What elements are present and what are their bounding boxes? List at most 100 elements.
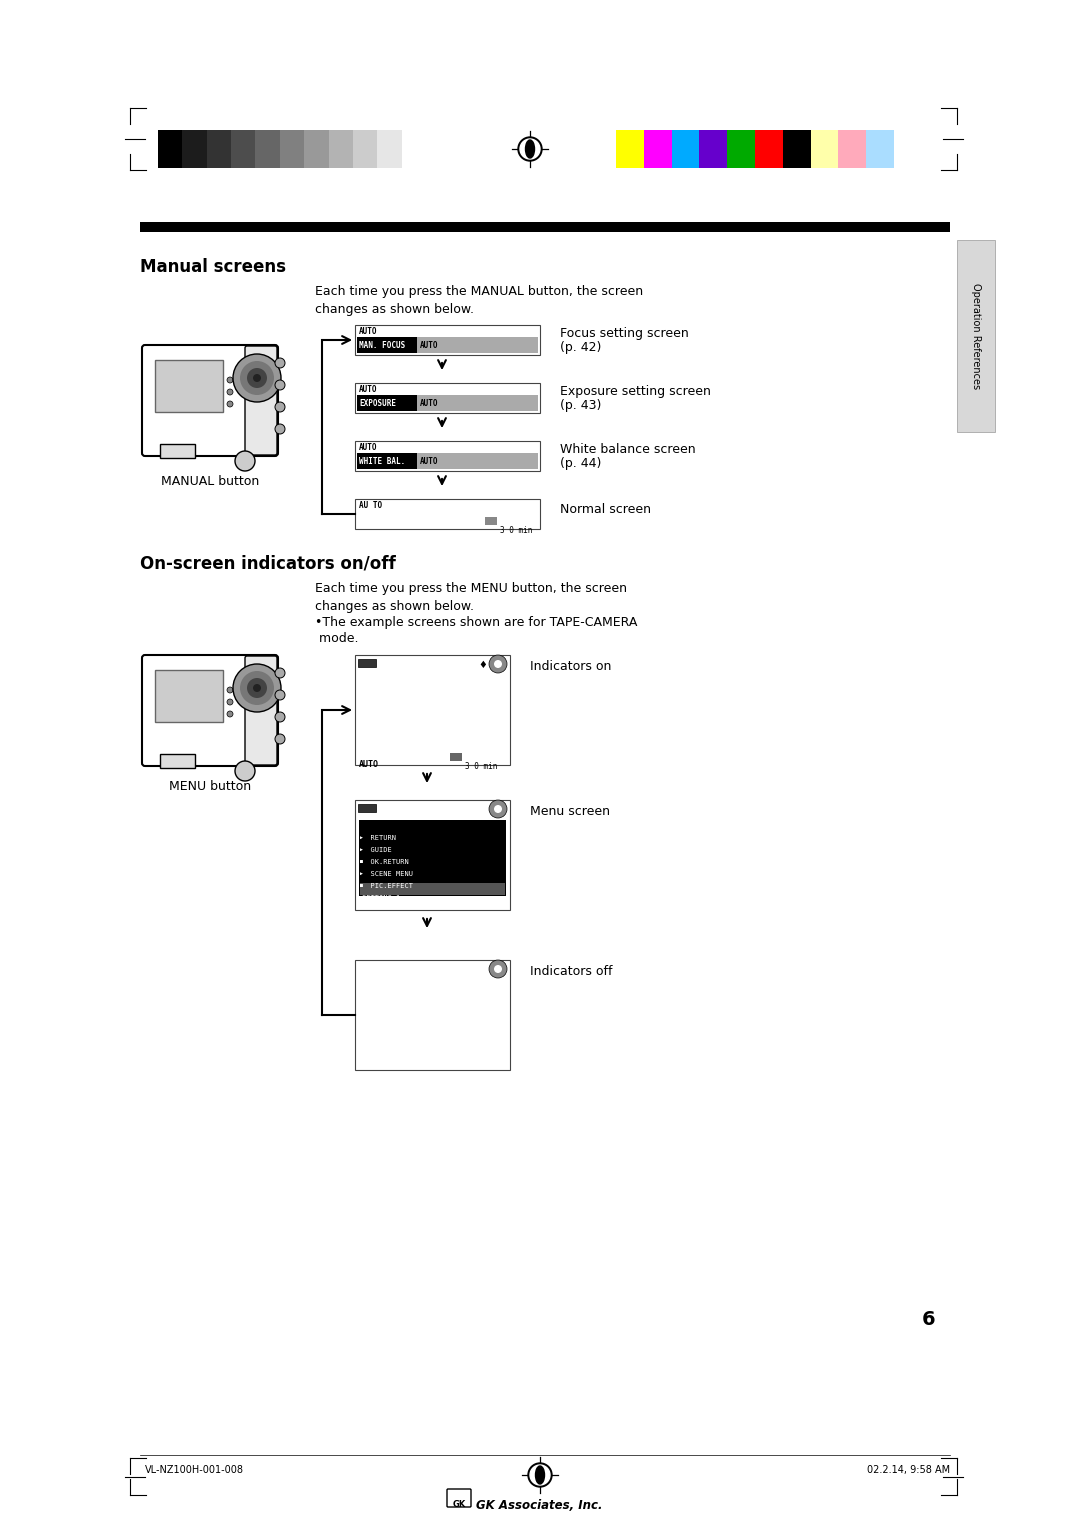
FancyBboxPatch shape <box>245 656 276 766</box>
Text: Manual screens: Manual screens <box>140 258 286 277</box>
Text: AUTO: AUTO <box>359 327 378 336</box>
FancyBboxPatch shape <box>141 656 278 766</box>
Bar <box>644 130 672 168</box>
FancyBboxPatch shape <box>447 1488 471 1507</box>
Bar <box>355 960 510 1070</box>
Circle shape <box>489 656 507 672</box>
Text: SCENE MENU: SCENE MENU <box>362 871 413 877</box>
Bar <box>360 883 505 895</box>
Bar <box>866 130 894 168</box>
Text: GK: GK <box>453 1500 465 1510</box>
Circle shape <box>227 377 233 384</box>
Circle shape <box>235 761 255 781</box>
Text: ▶: ▶ <box>360 834 363 840</box>
Bar <box>353 130 377 168</box>
Circle shape <box>275 423 285 434</box>
Bar <box>206 130 231 168</box>
Bar <box>280 130 305 168</box>
Circle shape <box>253 685 261 692</box>
Text: changes as shown below.: changes as shown below. <box>315 303 474 316</box>
Text: 6: 6 <box>921 1309 935 1329</box>
Text: SETTING 1: SETTING 1 <box>362 895 401 902</box>
Text: Each time you press the MANUAL button, the screen: Each time you press the MANUAL button, t… <box>315 286 643 298</box>
Bar <box>417 452 538 469</box>
Bar <box>450 753 462 761</box>
Bar <box>357 659 376 668</box>
Text: RETURN: RETURN <box>362 834 396 840</box>
Text: Normal screen: Normal screen <box>561 503 651 516</box>
Text: GUIDE: GUIDE <box>362 847 392 853</box>
Bar <box>256 130 280 168</box>
Text: ▶: ▶ <box>360 871 363 876</box>
Circle shape <box>227 400 233 406</box>
Text: 3 0 min: 3 0 min <box>500 526 532 535</box>
Circle shape <box>227 711 233 717</box>
Bar <box>417 338 538 353</box>
Circle shape <box>275 733 285 744</box>
Circle shape <box>235 451 255 471</box>
Ellipse shape <box>526 141 535 157</box>
Circle shape <box>275 380 285 390</box>
Text: AUTO: AUTO <box>359 443 378 452</box>
Circle shape <box>519 139 540 159</box>
Text: Focus setting screen: Focus setting screen <box>561 327 689 341</box>
Bar <box>357 396 417 411</box>
Text: Operation References: Operation References <box>971 283 981 390</box>
Bar <box>783 130 811 168</box>
Text: changes as shown below.: changes as shown below. <box>315 601 474 613</box>
Bar <box>377 130 402 168</box>
Circle shape <box>233 665 281 712</box>
Bar <box>355 801 510 911</box>
Bar <box>156 669 222 723</box>
Circle shape <box>494 966 502 973</box>
Bar <box>417 396 538 411</box>
Circle shape <box>489 801 507 817</box>
Text: PIC.EFFECT: PIC.EFFECT <box>362 883 413 889</box>
Bar <box>160 753 195 769</box>
Bar <box>357 452 417 469</box>
Bar <box>485 516 497 526</box>
Text: OK.RETURN: OK.RETURN <box>362 859 408 865</box>
Circle shape <box>528 1462 552 1487</box>
Bar <box>355 325 540 354</box>
Circle shape <box>489 960 507 978</box>
Text: mode.: mode. <box>315 633 359 645</box>
Text: MAN. FOCUS: MAN. FOCUS <box>359 341 405 350</box>
Text: ▶: ▶ <box>360 847 363 853</box>
Circle shape <box>518 138 542 160</box>
Circle shape <box>275 402 285 413</box>
Bar <box>402 130 426 168</box>
FancyBboxPatch shape <box>141 345 278 455</box>
Bar <box>305 130 328 168</box>
Circle shape <box>275 358 285 368</box>
Bar <box>357 338 417 353</box>
Text: ■: ■ <box>360 883 363 888</box>
Circle shape <box>275 691 285 700</box>
Text: MANUAL button: MANUAL button <box>161 475 259 487</box>
Bar <box>328 130 353 168</box>
Text: White balance screen: White balance screen <box>561 443 696 455</box>
Bar <box>357 804 376 811</box>
Bar <box>158 130 183 168</box>
Text: On-screen indicators on/off: On-screen indicators on/off <box>140 555 395 573</box>
Bar <box>140 222 950 232</box>
Text: ■: ■ <box>360 859 363 863</box>
Text: EXPOSURE: EXPOSURE <box>359 399 396 408</box>
Bar <box>160 445 195 458</box>
Bar <box>700 130 727 168</box>
Bar <box>359 821 507 895</box>
Bar <box>156 361 222 413</box>
Text: AUTO: AUTO <box>359 385 378 394</box>
Text: •The example screens shown are for TAPE-CAMERA: •The example screens shown are for TAPE-… <box>315 616 637 630</box>
Bar <box>672 130 700 168</box>
Text: (p. 44): (p. 44) <box>561 457 602 471</box>
Bar <box>811 130 838 168</box>
Text: Exposure setting screen: Exposure setting screen <box>561 385 711 397</box>
Text: GK Associates, Inc.: GK Associates, Inc. <box>476 1499 603 1513</box>
Ellipse shape <box>536 1465 544 1484</box>
Text: AUTO: AUTO <box>359 759 379 769</box>
FancyBboxPatch shape <box>245 345 276 455</box>
Bar <box>355 384 540 413</box>
Text: WHITE BAL.: WHITE BAL. <box>359 457 405 466</box>
Circle shape <box>275 712 285 723</box>
